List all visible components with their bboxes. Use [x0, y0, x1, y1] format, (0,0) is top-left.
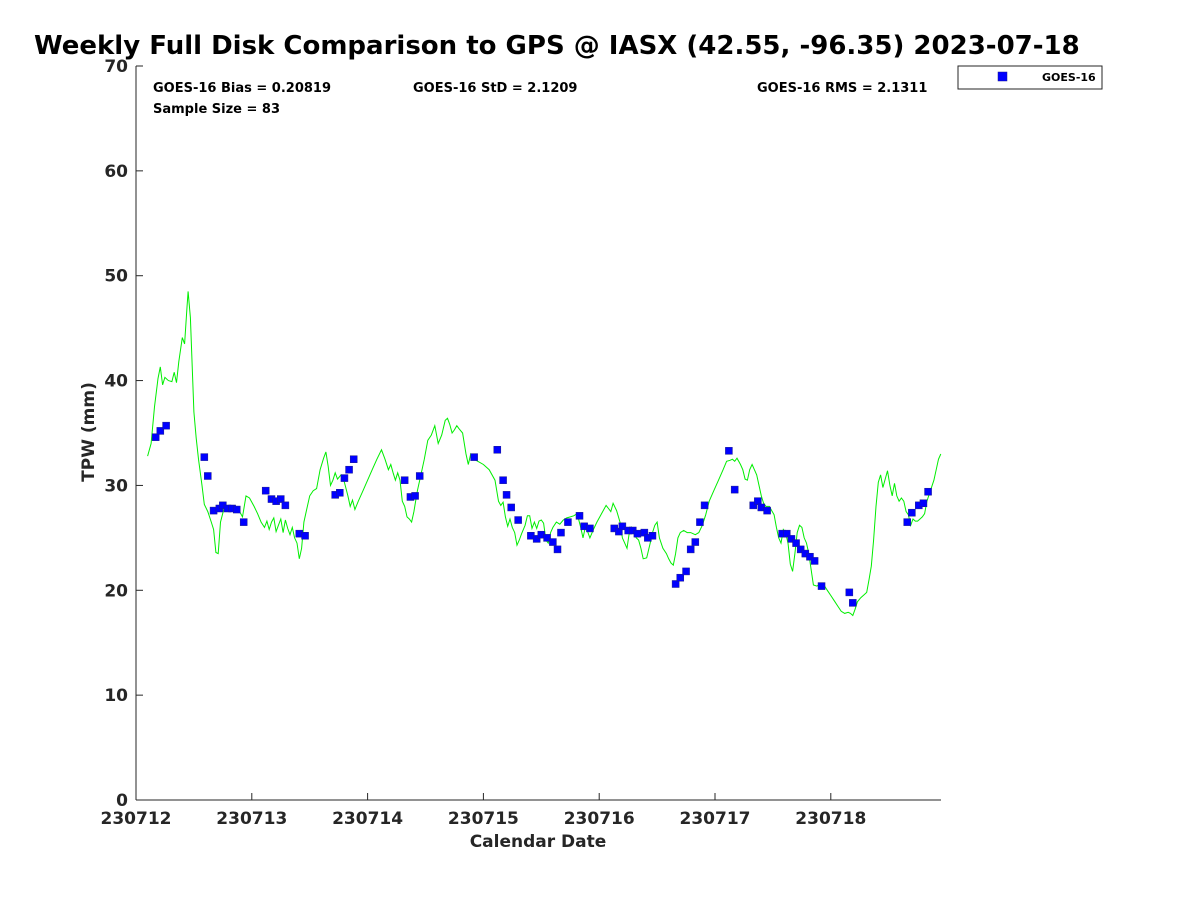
x-axis-label: Calendar Date	[470, 832, 607, 852]
goes-point	[200, 453, 209, 461]
x-tick-label: 230716	[564, 809, 635, 829]
x-tick-label: 230717	[680, 809, 751, 829]
goes-point	[411, 492, 419, 500]
goes-point	[725, 447, 733, 455]
goes-point	[400, 476, 409, 484]
goes-point	[204, 472, 212, 480]
goes-point	[676, 573, 685, 582]
rms-text: GOES-16 RMS = 2.1311	[757, 81, 927, 96]
goes-point	[502, 491, 511, 499]
goes-point	[810, 557, 819, 565]
bias-text: GOES-16 Bias = 0.20819	[153, 81, 331, 96]
goes-point	[549, 538, 557, 546]
y-tick-label: 10	[104, 686, 128, 706]
goes-point	[787, 535, 796, 543]
goes-point	[845, 588, 854, 597]
goes-point	[340, 474, 349, 482]
legend-marker	[997, 71, 1008, 82]
gps-series	[147, 291, 942, 617]
gps-line	[147, 291, 942, 617]
goes-point	[543, 534, 551, 542]
goes-point	[301, 532, 309, 540]
y-tick-label: 70	[104, 57, 128, 77]
goes-point	[633, 529, 642, 538]
goes-point	[553, 545, 562, 554]
x-tick-label: 230713	[216, 809, 287, 829]
y-tick-label: 0	[116, 791, 128, 811]
x-tick-label: 230714	[332, 809, 403, 829]
goes-point	[277, 495, 285, 503]
y-tick-label: 40	[104, 372, 128, 392]
goes-point	[349, 455, 358, 463]
y-tick-label: 30	[104, 476, 128, 496]
goes-point	[648, 532, 657, 540]
goes-point	[162, 421, 170, 430]
goes-point	[903, 518, 911, 526]
goes-point	[919, 499, 928, 508]
goes-point	[682, 567, 690, 576]
goes-point	[730, 485, 739, 494]
y-ticks: 0 10 20 30 40 50 60 70	[104, 57, 143, 811]
goes-point	[499, 476, 507, 484]
goes-point	[261, 486, 270, 495]
goes-point	[415, 472, 424, 480]
sample-size-text: Sample Size = 83	[153, 102, 280, 117]
goes-point	[345, 465, 353, 474]
goes-point	[749, 501, 757, 510]
goes-point	[696, 518, 704, 526]
legend-label: GOES-16	[1042, 71, 1096, 84]
goes-point	[281, 501, 290, 510]
goes-point	[239, 518, 248, 526]
goes-series	[151, 421, 932, 607]
goes-point	[763, 506, 771, 515]
goes-point	[908, 508, 916, 517]
x-tick-label: 230712	[101, 809, 172, 829]
goes-point	[849, 599, 857, 607]
chart-title: Weekly Full Disk Comparison to GPS @ IAS…	[34, 31, 1080, 61]
goes-point	[470, 453, 478, 461]
goes-point	[507, 503, 515, 512]
y-axis-label: TPW (mm)	[79, 382, 99, 482]
y-tick-label: 60	[104, 162, 128, 182]
x-tick-label: 230715	[448, 809, 519, 829]
goes-point	[156, 427, 165, 435]
legend: GOES-16	[957, 65, 1103, 90]
x-tick-label: 230718	[795, 809, 866, 829]
goes-point	[336, 489, 344, 497]
legend-box	[957, 65, 1103, 90]
goes-point	[564, 518, 572, 526]
goes-point	[618, 522, 627, 531]
goes-point	[532, 535, 541, 543]
goes-point	[754, 497, 762, 505]
goes-point	[671, 580, 680, 588]
goes-point	[783, 529, 791, 538]
goes-point	[686, 545, 695, 554]
goes-point	[792, 539, 800, 547]
goes-point	[586, 524, 594, 533]
goes-point	[575, 512, 584, 520]
goes-point	[691, 538, 700, 546]
goes-point	[493, 446, 502, 454]
goes-point	[557, 528, 565, 537]
std-text: GOES-16 StD = 2.1209	[413, 81, 577, 96]
goes-point	[806, 552, 814, 561]
x-ticks: 230712 230713 230714 230715 230716 230717 2307…	[101, 793, 866, 829]
goes-point	[817, 582, 826, 590]
goes-point	[232, 505, 241, 514]
goes-point	[700, 501, 709, 510]
y-tick-label: 50	[104, 267, 128, 287]
goes-point	[514, 516, 522, 524]
y-tick-label: 20	[104, 581, 128, 601]
goes-point	[151, 433, 160, 441]
goes-point	[796, 545, 805, 554]
goes-point	[924, 487, 932, 496]
plot-area	[136, 66, 941, 800]
